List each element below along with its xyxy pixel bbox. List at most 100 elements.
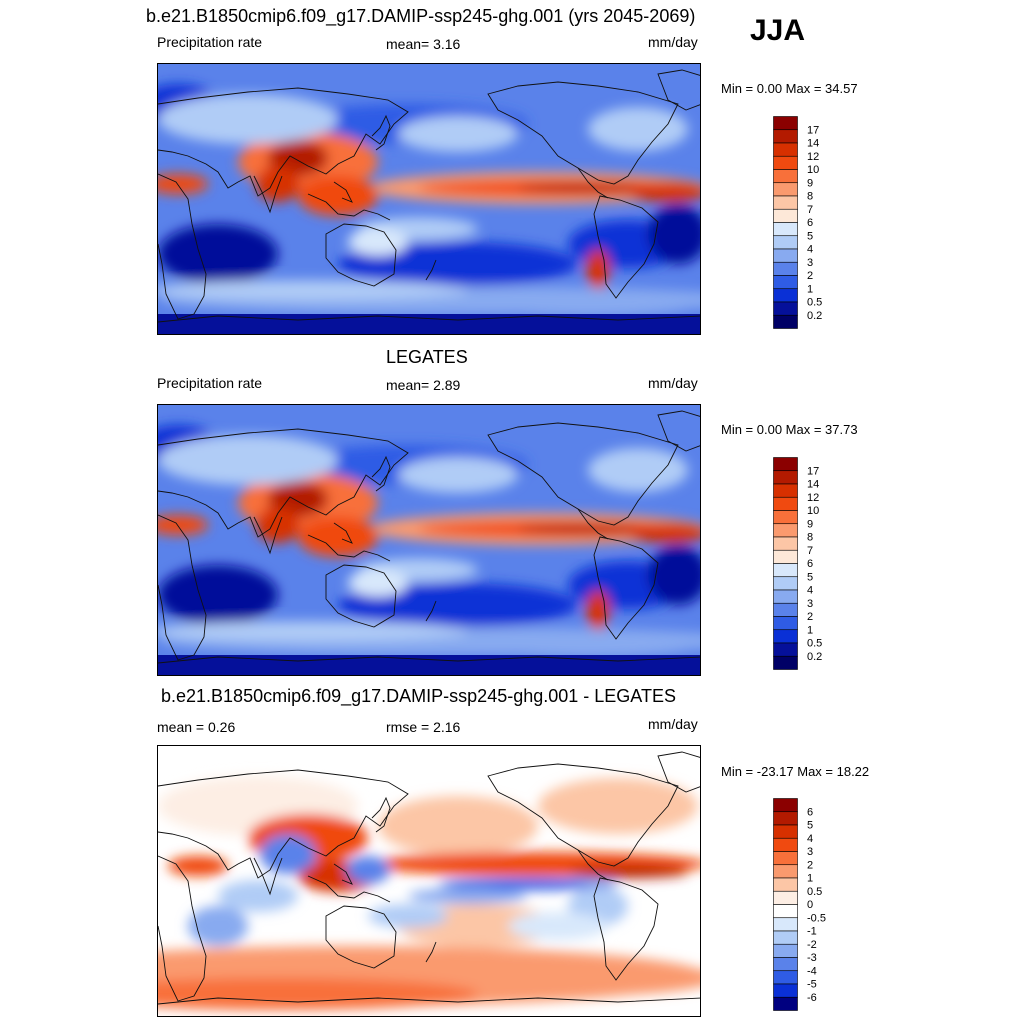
panel-2-colorbar: 17 14 12 10 9 8 7 6 5 4 3 2 1 0.5 0.2 (773, 457, 843, 671)
colorbar-tick-label: 12 (807, 492, 819, 504)
coastline (333, 522, 353, 544)
colorbar-box (773, 169, 798, 184)
coastline (425, 259, 437, 281)
panel-3-mean-label: mean = 0.26 (157, 719, 236, 735)
colorbar-tick-label: 5 (807, 571, 813, 583)
field-region (588, 107, 688, 151)
field-region (538, 778, 698, 834)
panel-3-colorbar: 6 5 4 3 2 1 0.5 0 -0.5 -1 -2 -3 -4 -5 -6 (773, 798, 843, 1012)
panel-1-units-label: mm/day (648, 34, 698, 50)
colorbar-box (773, 837, 798, 852)
colorbar-tick-label: 0 (807, 899, 813, 911)
antarctic-strip (158, 655, 700, 675)
panel-3-minmax: Min = -23.17 Max = 18.22 (721, 764, 870, 779)
colorbar-tick-label: -2 (807, 939, 817, 951)
field-region (586, 590, 610, 630)
colorbar-tick-label: 0.5 (807, 297, 822, 309)
coastline (577, 508, 609, 540)
colorbar-box (773, 563, 798, 578)
colorbar-tick-label: 1 (807, 624, 813, 636)
colorbar-tick-label: -4 (807, 965, 817, 977)
coastline (325, 564, 397, 628)
coastline (657, 69, 700, 111)
field-region (256, 507, 300, 543)
colorbar-box (773, 864, 798, 879)
colorbar-tick-label: -0.5 (807, 912, 826, 924)
field-region (158, 280, 468, 300)
colorbar-box (773, 877, 798, 892)
field-region (586, 249, 610, 289)
season-label: JJA (750, 14, 806, 47)
field-region (158, 515, 208, 535)
coastline (593, 195, 659, 299)
coastline (158, 173, 207, 320)
colorbar-tick-label: 2 (807, 611, 813, 623)
field-region (158, 435, 338, 485)
field-region (298, 176, 378, 216)
panel-2-units-label: mm/day (648, 375, 698, 391)
panel-1-map (157, 63, 701, 335)
coastline (158, 315, 700, 323)
field-region (256, 166, 300, 202)
coastline (307, 875, 391, 903)
coastline (487, 763, 679, 867)
antarctic-strip (158, 314, 700, 334)
colorbar-box (773, 195, 798, 210)
coastline (158, 855, 207, 1002)
coastline (158, 656, 700, 664)
field-region (158, 621, 468, 641)
panel-2-mean-label: mean= 2.89 (386, 377, 461, 393)
field-region (518, 524, 658, 534)
colorbar-tick-label: 8 (807, 191, 813, 203)
colorbar-box (773, 824, 798, 839)
map-field (158, 64, 700, 334)
coastline (577, 849, 609, 881)
coastline (371, 796, 391, 833)
colorbar-tick-label: 4 (807, 833, 813, 845)
colorbar-box (773, 248, 798, 263)
colorbar-box (773, 930, 798, 945)
colorbar-tick-label: 9 (807, 518, 813, 530)
field-region (298, 517, 378, 557)
colorbar-tick-label: 0.5 (807, 886, 822, 898)
field-region (368, 904, 448, 928)
colorbar-tick-label: 6 (807, 558, 813, 570)
coastline (577, 167, 609, 199)
colorbar-tick-label: 4 (807, 585, 813, 597)
coastline (333, 863, 353, 885)
coastline (657, 410, 700, 452)
field-region (518, 183, 658, 193)
colorbar-tick-label: -1 (807, 926, 817, 938)
coastline (593, 877, 659, 981)
field-region (628, 182, 700, 202)
colorbar-box (773, 523, 798, 538)
coastline (593, 536, 659, 640)
colorbar-box (773, 496, 798, 511)
colorbar-box (773, 943, 798, 958)
colorbar-box (773, 510, 798, 525)
field-region (508, 912, 608, 940)
panel-1-mean-label: mean= 3.16 (386, 36, 461, 52)
field-region (588, 448, 688, 492)
field-region (478, 292, 698, 316)
panel-1-title: b.e21.B1850cmip6.f09_g17.DAMIP-ssp245-gh… (146, 6, 696, 26)
colorbar-tick-label: 6 (807, 217, 813, 229)
field-region (188, 906, 248, 946)
coastline (158, 87, 409, 197)
colorbar-tick-label: -6 (807, 992, 817, 1004)
field-region (338, 583, 578, 627)
colorbar-tick-label: 1 (807, 873, 813, 885)
colorbar-box (773, 470, 798, 485)
colorbar-tick-label: 14 (807, 138, 819, 150)
field-region (628, 523, 700, 543)
colorbar-tick-label: 17 (807, 124, 819, 136)
coastline (657, 751, 700, 793)
coastline (487, 81, 679, 185)
colorbar-tick-label: 1 (807, 283, 813, 295)
colorbar-tick-label: 3 (807, 846, 813, 858)
coastline (253, 175, 283, 214)
field-region (398, 116, 518, 152)
colorbar-box (773, 655, 798, 670)
colorbar-box (773, 970, 798, 985)
